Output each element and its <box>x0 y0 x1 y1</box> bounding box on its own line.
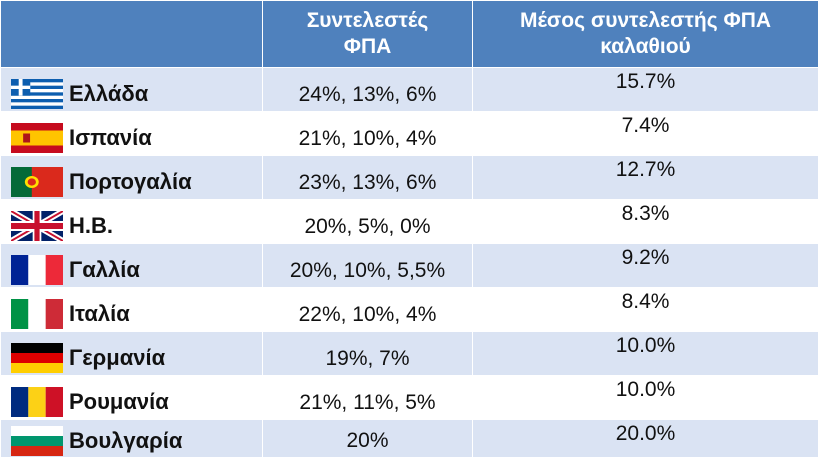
table-row: Πορτογαλία 23%, 13%, 6% 12.7% <box>0 155 819 200</box>
basket-average-value: 20.0% <box>472 419 819 458</box>
basket-average-value: 12.7% <box>472 155 819 200</box>
table-row: Γαλλία 20%, 10%, 5,5% 9.2% <box>0 243 819 288</box>
romania-flag-icon <box>11 386 63 417</box>
country-cell: Ισπανία <box>0 111 263 156</box>
vat-rates-value: 22%, 10%, 4% <box>262 287 473 332</box>
country-name: Η.Β. <box>69 212 113 238</box>
country-name: Πορτογαλία <box>69 168 192 194</box>
table-row: Η.Β. 20%, 5%, 0% 8.3% <box>0 199 819 244</box>
table-row: Ελλάδα 24%, 13%, 6% 15.7% <box>0 67 819 112</box>
italy-flag-icon <box>11 298 63 329</box>
bulgaria-flag-icon <box>11 425 63 456</box>
country-name: Γερμανία <box>69 344 166 370</box>
table-row: Γερμανία 19%, 7% 10.0% <box>0 331 819 376</box>
vat-rates-value: 20%, 5%, 0% <box>262 199 473 244</box>
table-row: Ιταλία 22%, 10%, 4% 8.4% <box>0 287 819 332</box>
vat-rates-value: 24%, 13%, 6% <box>262 67 473 112</box>
basket-average-value: 8.3% <box>472 199 819 244</box>
header-basket-average-line1: Μέσος συντελεστής ΦΠΑ <box>519 9 772 32</box>
uk-flag-icon <box>11 210 63 241</box>
france-flag-icon <box>11 254 63 285</box>
greece-flag-icon <box>11 78 63 109</box>
vat-rates-value: 19%, 7% <box>262 331 473 376</box>
country-cell: Ιταλία <box>0 287 263 332</box>
country-name: Βουλγαρία <box>69 427 183 453</box>
header-country-cell <box>0 0 263 68</box>
country-name: Ρουμανία <box>69 388 169 414</box>
country-cell: Βουλγαρία <box>0 419 263 458</box>
country-name: Γαλλία <box>69 256 140 282</box>
basket-average-value: 10.0% <box>472 375 819 420</box>
vat-rates-value: 21%, 11%, 5% <box>262 375 473 420</box>
table-row: Ρουμανία 21%, 11%, 5% 10.0% <box>0 375 819 420</box>
country-cell: Η.Β. <box>0 199 263 244</box>
vat-rates-value: 20%, 10%, 5,5% <box>262 243 473 288</box>
basket-average-value: 9.2% <box>472 243 819 288</box>
country-cell: Γαλλία <box>0 243 263 288</box>
portugal-flag-icon <box>11 166 63 197</box>
header-basket-average: Μέσος συντελεστής ΦΠΑ καλαθιού <box>472 0 819 68</box>
country-cell: Πορτογαλία <box>0 155 263 200</box>
country-cell: Ρουμανία <box>0 375 263 420</box>
country-cell: Γερμανία <box>0 331 263 376</box>
basket-average-value: 15.7% <box>472 67 819 112</box>
basket-average-value: 8.4% <box>472 287 819 332</box>
country-cell: Ελλάδα <box>0 67 263 112</box>
vat-rates-value: 21%, 10%, 4% <box>262 111 473 156</box>
table-row: Ισπανία 21%, 10%, 4% 7.4% <box>0 111 819 156</box>
country-name: Ιταλία <box>69 300 130 326</box>
spain-flag-icon <box>11 122 63 153</box>
vat-rates-value: 23%, 13%, 6% <box>262 155 473 200</box>
header-vat-rates-line1: Συντελεστές <box>306 9 429 32</box>
basket-average-value: 10.0% <box>472 331 819 376</box>
header-vat-rates-line2: ΦΠΑ <box>343 35 392 58</box>
germany-flag-icon <box>11 342 63 373</box>
basket-average-value: 7.4% <box>472 111 819 156</box>
country-name: Ελλάδα <box>69 80 149 106</box>
table-header-row: Συντελεστές ΦΠΑ Μέσος συντελεστής ΦΠΑ κα… <box>0 0 819 68</box>
header-basket-average-line2: καλαθιού <box>600 35 691 58</box>
vat-rates-value: 20% <box>262 419 473 458</box>
header-vat-rates: Συντελεστές ΦΠΑ <box>262 0 473 68</box>
country-name: Ισπανία <box>69 124 152 150</box>
table-row: Βουλγαρία 20% 20.0% <box>0 419 819 458</box>
